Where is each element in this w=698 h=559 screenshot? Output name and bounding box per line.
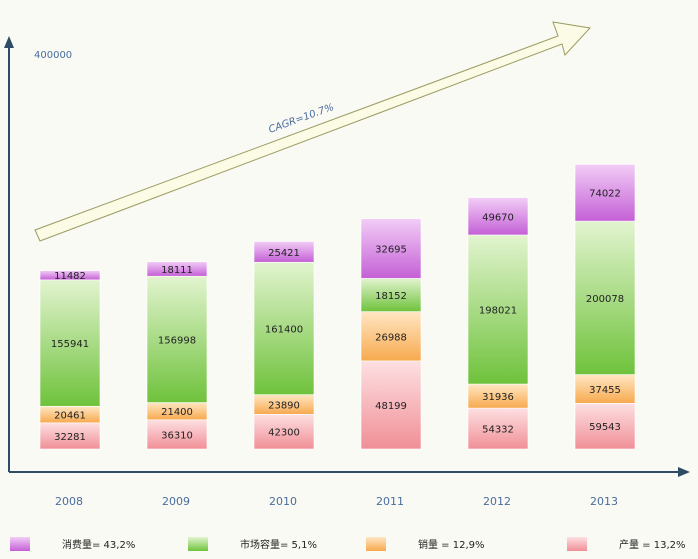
y-axis-arrow-icon	[4, 36, 14, 48]
data-label-2013-2: 200078	[586, 294, 624, 305]
legend-label-2: 市场容量= 5,1%	[240, 538, 317, 551]
data-label-2008-0: 32281	[54, 432, 86, 443]
y-axis-max-label: 400000	[34, 50, 72, 61]
x-tick-label-2012: 2012	[483, 495, 511, 508]
data-label-2010-2: 161400	[265, 324, 303, 335]
bar-segment-2013-3	[574, 164, 636, 222]
bar-segment-2013-2	[574, 220, 636, 375]
data-label-2008-2: 155941	[51, 339, 89, 350]
data-label-2010-1: 23890	[268, 400, 300, 411]
bar-segment-2012-0	[467, 407, 529, 450]
data-label-2009-2: 156998	[158, 335, 196, 346]
bar-segment-2012-2	[467, 234, 529, 385]
bar-segment-2013-1	[574, 374, 636, 404]
x-tick-label-2013: 2013	[590, 495, 618, 508]
bar-segment-2010-2	[253, 261, 315, 395]
bar-segment-2011-3	[360, 218, 422, 279]
bar-segment-2012-3	[467, 197, 529, 236]
x-tick-label-2009: 2009	[162, 495, 190, 508]
growth-arrow-icon	[34, 21, 592, 242]
x-tick-label-2008: 2008	[55, 495, 83, 508]
x-tick-label-2010: 2010	[269, 495, 297, 508]
data-label-2011-1: 26988	[375, 332, 407, 343]
bar-segment-2011-2	[360, 278, 422, 312]
data-label-2012-3: 49670	[482, 212, 514, 223]
bar-segment-2010-3	[253, 241, 315, 263]
data-label-2008-3: 11482	[54, 271, 86, 282]
data-label-2011-3: 32695	[375, 245, 407, 256]
legend-label-3: 消费量= 43,2%	[62, 538, 135, 551]
x-tick-label-2011: 2011	[376, 495, 404, 508]
bar-segment-2008-0	[39, 422, 101, 450]
legend-swatch-1	[366, 537, 386, 551]
data-label-2013-0: 59543	[589, 422, 621, 433]
bar-segment-2011-0	[360, 360, 422, 450]
data-label-2013-3: 74022	[589, 189, 621, 200]
data-label-2013-1: 37455	[589, 385, 621, 396]
data-label-2012-1: 31936	[482, 392, 514, 403]
bar-segment-2012-1	[467, 383, 529, 409]
bar-segment-2009-2	[146, 275, 208, 403]
bar-segment-2009-0	[146, 419, 208, 450]
data-label-2010-0: 42300	[268, 428, 300, 439]
data-label-2008-1: 20461	[54, 411, 86, 422]
data-label-2009-3: 18111	[161, 265, 193, 276]
bar-segment-2011-1	[360, 311, 422, 362]
data-label-2011-2: 18152	[375, 291, 407, 302]
legend-swatch-0	[567, 537, 587, 551]
data-label-2009-0: 36310	[161, 430, 193, 441]
data-label-2010-3: 25421	[268, 248, 300, 259]
bar-segment-2008-2	[39, 279, 101, 407]
data-label-2012-0: 54332	[482, 425, 514, 436]
bar-segment-2008-3	[39, 270, 101, 281]
x-axis-arrow-icon	[678, 467, 690, 477]
bar-segment-2009-3	[146, 261, 208, 277]
data-label-2012-2: 198021	[479, 306, 517, 317]
bar-segment-2013-0	[574, 403, 636, 450]
legend-label-0: 产量 = 13,2%	[619, 538, 686, 551]
data-label-2011-0: 48199	[375, 401, 407, 412]
legend-label-1: 销量 = 12,9%	[418, 538, 485, 551]
legend-swatch-2	[188, 537, 208, 551]
legend-swatch-3	[10, 537, 30, 551]
data-label-2009-1: 21400	[161, 407, 193, 418]
